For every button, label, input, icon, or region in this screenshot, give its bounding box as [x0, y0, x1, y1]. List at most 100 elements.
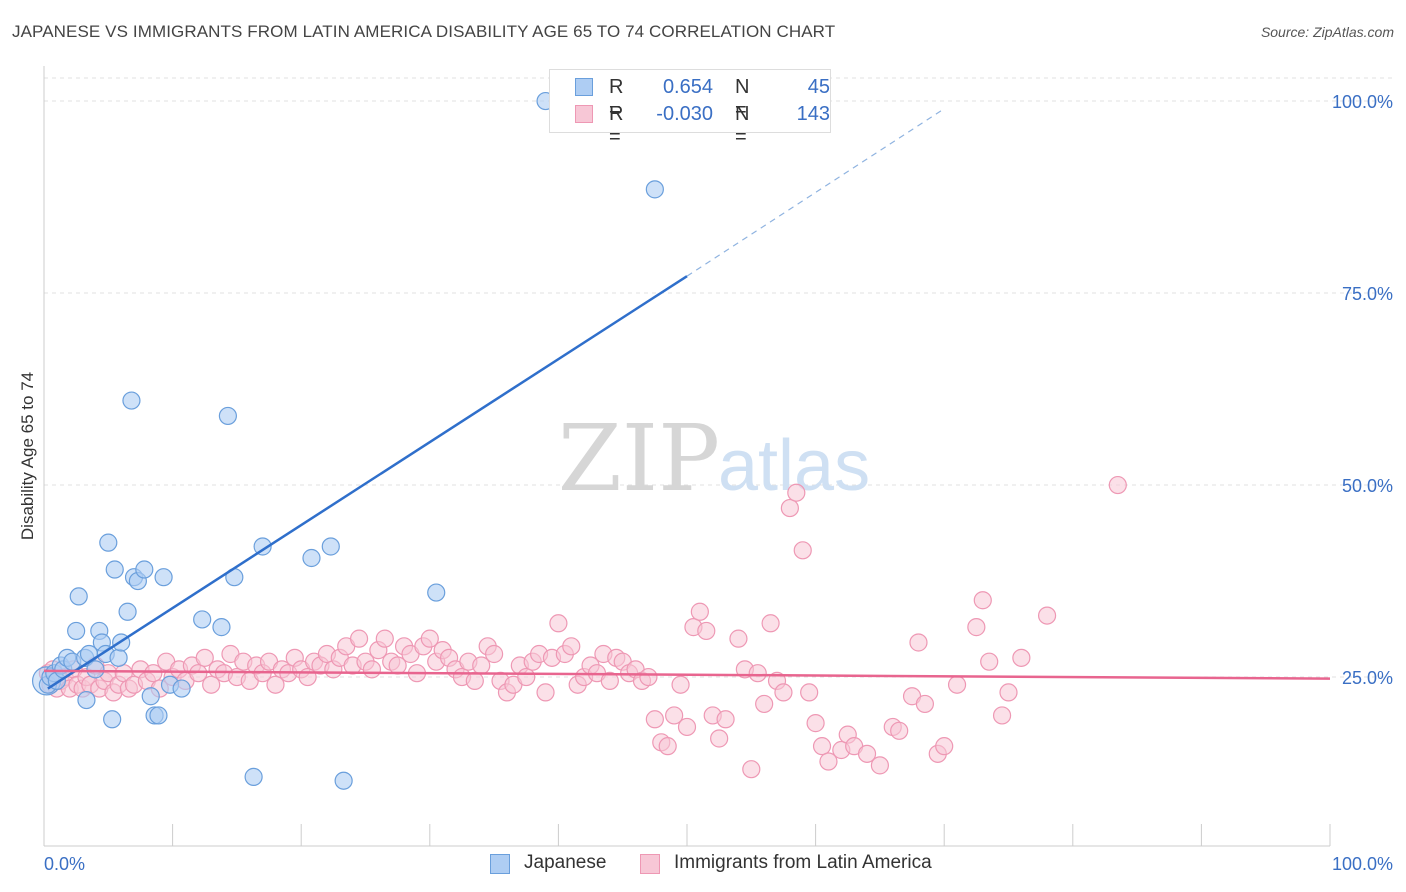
data-point-japanese [99, 533, 118, 552]
data-point-latin-america [639, 667, 658, 687]
x-tick-label: 0.0% [44, 854, 85, 874]
data-point-latin-america [677, 717, 697, 737]
legend-n-value: 143 [796, 103, 830, 125]
data-point-latin-america [485, 644, 504, 664]
data-point-latin-america [517, 667, 536, 687]
legend-n-label: N = [735, 103, 750, 148]
x-tick-label: 100.0% [1332, 854, 1393, 874]
data-point-japanese [193, 610, 212, 629]
data-point-latin-america [690, 602, 709, 621]
watermark-zip: ZIP [558, 405, 720, 512]
bottom-legend-label: Immigrants from Latin America [674, 852, 932, 873]
y-tick-label: 100.0% [1332, 92, 1393, 112]
data-point-latin-america [665, 706, 684, 725]
data-point-japanese [302, 548, 321, 568]
data-point-latin-america [645, 710, 664, 729]
data-point-latin-america [266, 675, 285, 694]
data-point-japanese [427, 583, 446, 602]
data-point-japanese [244, 767, 263, 786]
data-point-latin-america [536, 683, 555, 702]
bottom-legend-swatch-japanese [490, 854, 510, 874]
data-point-latin-america [748, 664, 767, 683]
data-point-latin-america [189, 664, 208, 683]
data-point-japanese [86, 660, 105, 679]
data-point-japanese [67, 621, 86, 641]
data-point-latin-america [195, 648, 214, 667]
data-point-latin-america [600, 671, 619, 690]
data-point-latin-america [420, 629, 439, 648]
y-tick-label: 25.0% [1342, 668, 1393, 688]
data-point-latin-america [465, 671, 484, 690]
data-point-latin-america [806, 714, 825, 733]
data-point-latin-america [549, 614, 568, 633]
data-point-latin-america [658, 737, 677, 756]
data-point-latin-america [999, 683, 1018, 702]
data-point-japanese [135, 560, 154, 579]
chart-title: JAPANESE VS IMMIGRANTS FROM LATIN AMERIC… [12, 22, 836, 41]
legend-r-value: 0.654 [662, 76, 713, 98]
legend-swatch-japanese [575, 78, 593, 96]
data-point-japanese [218, 406, 237, 426]
data-point-japanese [334, 771, 353, 790]
data-point-latin-america [909, 633, 928, 652]
data-point-japanese [103, 710, 122, 729]
legend-r-label: R = [609, 76, 624, 121]
data-point-latin-america [857, 744, 877, 763]
data-point-latin-america [729, 629, 748, 648]
data-point-latin-america [890, 721, 909, 740]
data-point-latin-america [742, 760, 761, 779]
trend-lines [43, 108, 1331, 690]
data-point-latin-america [761, 614, 780, 633]
data-point-latin-america [935, 737, 954, 756]
data-point-japanese [141, 687, 160, 706]
data-point-latin-america [144, 664, 163, 683]
data-point-latin-america [562, 637, 581, 656]
data-point-latin-america [349, 629, 369, 648]
data-point-japanese [109, 648, 128, 667]
axes [43, 66, 1331, 847]
source-note: Source: ZipAtlas.com [1260, 24, 1394, 40]
y-tick-label: 50.0% [1342, 476, 1393, 496]
gridlines [44, 77, 1395, 678]
data-point-latin-america [716, 710, 735, 729]
data-point-latin-america [780, 498, 799, 518]
data-point-latin-america [973, 591, 992, 610]
data-point-latin-america [800, 683, 819, 702]
data-point-latin-america [812, 737, 832, 756]
legend-r-label: R = [609, 103, 624, 148]
data-point-latin-america [202, 675, 221, 694]
legend-n-label: N = [735, 76, 750, 121]
data-point-latin-america [1108, 475, 1127, 495]
data-point-latin-america [915, 694, 935, 714]
data-point-latin-america [967, 618, 986, 637]
y-axis-label: Disability Age 65 to 74 [18, 372, 37, 540]
correlation-legend: R = 0.654 N = 45 R = -0.030 N = 143 [549, 69, 831, 148]
data-point-japanese [118, 602, 137, 621]
data-point-japanese [149, 706, 168, 725]
data-point-japanese [253, 537, 272, 556]
data-point-japanese [105, 560, 124, 579]
data-point-latin-america [1012, 648, 1031, 667]
data-point-latin-america [697, 621, 716, 641]
legend-n-value: 45 [807, 76, 830, 98]
data-point-latin-america [947, 675, 967, 694]
data-point-japanese [122, 391, 141, 410]
data-point-japanese [645, 180, 664, 199]
legend-r-value: -0.030 [656, 103, 713, 125]
data-point-latin-america [819, 752, 838, 771]
legend-swatch-latin-america [575, 105, 593, 123]
data-point-japanese [154, 568, 173, 587]
data-point-latin-america [774, 683, 793, 702]
y-tick-label: 75.0% [1342, 284, 1393, 304]
data-point-japanese [172, 679, 191, 698]
bottom-legend-swatch-latin-america [640, 854, 660, 874]
bottom-legend-label: Japanese [524, 852, 607, 873]
data-point-latin-america [671, 675, 690, 694]
data-point-latin-america [793, 541, 812, 560]
data-point-latin-america [362, 660, 382, 679]
axis-labels: 25.0% 50.0% 75.0% 100.0% 0.0% 100.0% Disabilit… [18, 92, 1393, 874]
data-point-latin-america [710, 729, 729, 748]
trend-line-japanese [47, 275, 688, 690]
data-point-latin-america [870, 756, 890, 775]
trend-line-japanese-extension [686, 108, 945, 277]
